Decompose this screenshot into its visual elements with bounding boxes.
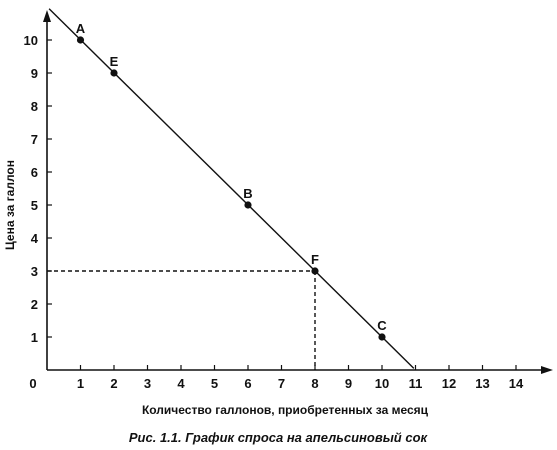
demand-line xyxy=(48,8,415,369)
y-tick-label: 7 xyxy=(31,132,38,147)
x-tick-label: 14 xyxy=(509,376,524,391)
x-tick-label: 5 xyxy=(211,376,218,391)
x-tick-label: 8 xyxy=(311,376,318,391)
x-tick-label: 11 xyxy=(409,376,423,391)
data-point xyxy=(244,201,252,209)
data-point xyxy=(311,267,319,275)
y-axis-arrow xyxy=(43,10,51,22)
guide-lines xyxy=(47,270,316,370)
y-tick-label: 4 xyxy=(31,231,39,246)
point-label: E xyxy=(110,54,119,69)
y-tick-label: 6 xyxy=(31,165,38,180)
x-tick-label: 2 xyxy=(110,376,117,391)
y-tick-label: 3 xyxy=(31,264,38,279)
chart-axes xyxy=(43,10,553,374)
x-tick-label: 9 xyxy=(345,376,352,391)
x-axis-title: Количество галлонов, приобретенных за ме… xyxy=(142,403,429,417)
data-point xyxy=(378,333,386,341)
point-label: F xyxy=(311,252,319,267)
data-points: A E B F C xyxy=(76,21,387,341)
x-tick-label: 12 xyxy=(442,376,456,391)
y-axis-title: Цена за галлон xyxy=(3,160,17,250)
point-label: A xyxy=(76,21,86,36)
y-tick-label: 1 xyxy=(31,330,38,345)
point-label: C xyxy=(377,318,387,333)
x-tick-label: 13 xyxy=(475,376,489,391)
x-tick-label: 6 xyxy=(244,376,251,391)
y-tick-label: 2 xyxy=(31,297,38,312)
y-tick-label: 5 xyxy=(31,198,38,213)
x-tick-label: 3 xyxy=(144,376,151,391)
figure-caption: Рис. 1.1. График спроса на апельсиновый … xyxy=(129,430,429,445)
y-tick-label: 8 xyxy=(31,99,38,114)
x-tick-label: 1 xyxy=(77,376,84,391)
x-axis-arrow xyxy=(541,366,553,374)
x-tick-label: 4 xyxy=(177,376,185,391)
data-point xyxy=(110,69,118,77)
demand-series xyxy=(48,8,415,369)
x-tick-label: 0 xyxy=(29,376,36,391)
y-tick-label: 9 xyxy=(31,66,38,81)
point-label: B xyxy=(243,186,252,201)
x-tick-label: 10 xyxy=(375,376,389,391)
data-point xyxy=(76,36,85,44)
x-tick-label: 7 xyxy=(278,376,285,391)
y-tick-label: 10 xyxy=(24,33,38,48)
